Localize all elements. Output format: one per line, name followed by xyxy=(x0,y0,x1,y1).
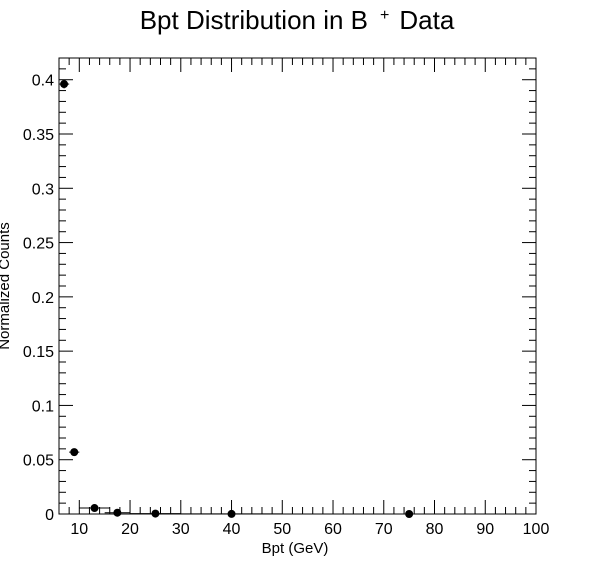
y-tick-label: 0 xyxy=(45,507,54,524)
y-axis-title: Normalized Counts xyxy=(0,222,13,350)
x-tick-label: 60 xyxy=(324,521,342,538)
x-tick-label: 100 xyxy=(523,521,550,538)
y-tick-label: 0.35 xyxy=(23,127,54,144)
data-point xyxy=(405,510,414,518)
y-tick-label: 0.2 xyxy=(32,290,54,307)
data-point xyxy=(90,504,99,513)
data-point xyxy=(151,509,160,518)
plot-frame xyxy=(58,57,537,515)
x-tick-label: 20 xyxy=(121,521,139,538)
y-tick-label: 0.1 xyxy=(32,398,54,415)
y-tick-label: 0.3 xyxy=(32,181,54,198)
chart-title-superscript: + xyxy=(380,7,389,24)
y-tick-label: 0.25 xyxy=(23,236,54,253)
x-tick-label: 40 xyxy=(223,521,241,538)
chart-title: Bpt Distribution in B + Data xyxy=(140,5,455,35)
data-point xyxy=(70,448,79,457)
x-axis-title: Bpt (GeV) xyxy=(262,540,329,557)
y-tick-label: 0.15 xyxy=(23,344,54,361)
data-point xyxy=(227,509,236,518)
y-tick-label: 0.4 xyxy=(32,73,54,90)
x-tick-label: 80 xyxy=(426,521,444,538)
chart-title-suffix: Data xyxy=(399,5,454,35)
x-tick-label: 10 xyxy=(70,521,88,538)
y-tick-label: 0.05 xyxy=(23,453,54,470)
x-tick-label: 50 xyxy=(273,521,291,538)
x-tick-label: 90 xyxy=(476,521,494,538)
chart-title-main: Bpt Distribution in B xyxy=(140,5,368,35)
x-tick-label: 30 xyxy=(172,521,190,538)
plot-area: 10 20 30 40 50 60 70 80 90 100 0 0.05 0.1 0.15 0.2 0.25… xyxy=(23,57,550,538)
data-point xyxy=(60,80,69,89)
x-tick-label: 70 xyxy=(375,521,393,538)
data-point xyxy=(113,508,122,517)
